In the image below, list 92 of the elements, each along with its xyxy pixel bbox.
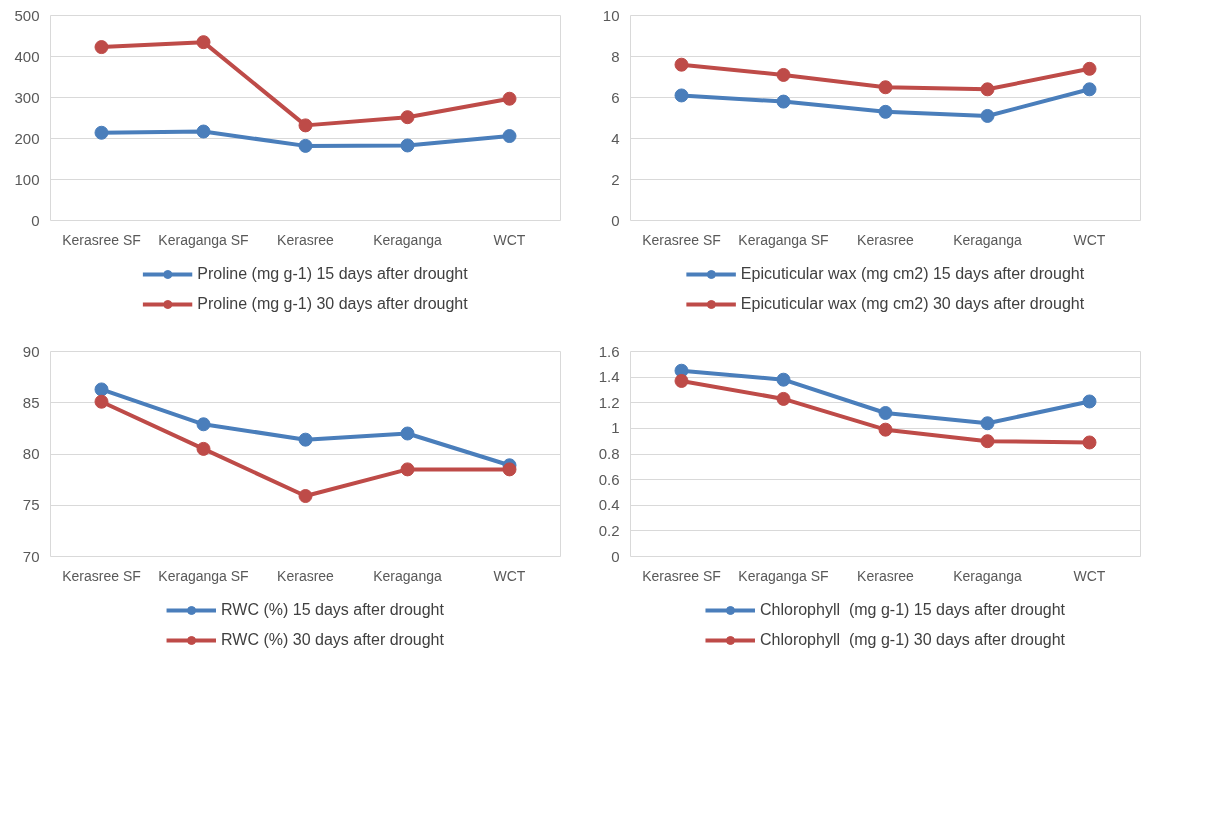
point [980, 416, 995, 431]
point [980, 108, 995, 123]
point [502, 462, 517, 477]
y-tick-label: 300 [14, 88, 40, 106]
y-tick-label: 75 [22, 496, 40, 514]
y-tick-label: 0.4 [598, 496, 620, 514]
y-tick-label: 85 [22, 393, 40, 411]
y-tick-label: 1.6 [598, 342, 620, 360]
point [878, 104, 893, 119]
y-tick-label: 200 [14, 129, 40, 147]
legend-label: RWC (%) 30 days after drought [221, 631, 444, 649]
y-tick-label: 90 [22, 342, 40, 360]
y-tick-label: 1.2 [598, 393, 620, 411]
x-tick-label: Kerasree SF [62, 231, 141, 248]
point [776, 94, 791, 109]
x-tick-label: WCT [1073, 567, 1106, 584]
y-tick-label: 0.6 [598, 470, 620, 488]
y-tick-label: 0 [611, 211, 620, 229]
point [94, 394, 109, 409]
point [980, 434, 995, 449]
point [196, 124, 211, 139]
point [502, 91, 517, 106]
y-tick-label: 0 [611, 547, 620, 565]
point [196, 417, 211, 432]
point [94, 125, 109, 140]
point [400, 462, 415, 477]
y-tick-label: 1.4 [598, 368, 620, 386]
point [674, 373, 689, 388]
y-tick-label: 70 [22, 547, 40, 565]
x-tick-label: Kerasree SF [642, 567, 721, 584]
y-tick-label: 400 [14, 47, 40, 65]
x-tick-label: Keraganga SF [158, 567, 249, 584]
point [298, 118, 313, 133]
y-tick-label: 4 [611, 129, 620, 147]
x-tick-label: Keraganga SF [158, 231, 249, 248]
x-tick-label: WCT [1073, 231, 1106, 248]
x-tick-label: Kerasree [277, 231, 335, 248]
y-tick-label: 500 [14, 6, 40, 24]
point [878, 80, 893, 95]
point [298, 489, 313, 504]
point [1082, 61, 1097, 76]
legend-label: Epicuticular wax (mg cm2) 30 days after drought [740, 295, 1085, 313]
x-tick-label: WCT [493, 231, 526, 248]
x-tick-label: Keraganga SF [738, 231, 829, 248]
y-tick-label: 100 [14, 170, 40, 188]
point [502, 129, 517, 144]
point [980, 82, 995, 97]
point [776, 391, 791, 406]
point [196, 35, 211, 50]
x-tick-label: Kerasree SF [62, 567, 141, 584]
legend-label: RWC (%) 15 days after drought [221, 601, 444, 619]
point [776, 372, 791, 387]
y-tick-label: 8 [611, 47, 620, 65]
point [776, 67, 791, 82]
y-tick-label: 6 [611, 88, 620, 106]
y-tick-label: 10 [602, 6, 620, 24]
x-tick-label: WCT [493, 567, 526, 584]
x-tick-label: Kerasree SF [642, 231, 721, 248]
point [878, 422, 893, 437]
x-tick-label: Keraganga [373, 567, 442, 584]
y-tick-label: 1 [611, 419, 620, 437]
y-tick-label: 80 [22, 445, 40, 462]
x-tick-label: Keraganga SF [738, 567, 829, 584]
point [196, 441, 211, 456]
point [94, 382, 109, 397]
legend-label: Chlorophyll (mg g-1) 15 days after drought [759, 601, 1066, 619]
x-tick-label: Keraganga [953, 231, 1022, 248]
point [878, 406, 893, 420]
legend-label: Proline (mg g-1) 15 days after drought [197, 265, 468, 283]
point [1082, 82, 1097, 97]
point [1082, 394, 1097, 409]
x-tick-label: Keraganga [373, 231, 442, 248]
x-tick-label: Keraganga [953, 567, 1022, 584]
x-tick-label: Kerasree [857, 567, 915, 584]
point [674, 57, 689, 72]
legend-label: Epicuticular wax (mg cm2) 15 days after drought [740, 265, 1085, 283]
point [400, 110, 415, 125]
point [298, 432, 313, 447]
y-tick-label: 2 [611, 170, 620, 188]
point [674, 88, 689, 103]
point [298, 138, 313, 153]
point [400, 138, 415, 153]
y-tick-label: 0.2 [598, 521, 620, 539]
legend-label: Proline (mg g-1) 30 days after drought [197, 295, 468, 313]
point [94, 40, 109, 55]
y-tick-label: 0 [31, 211, 40, 229]
x-tick-label: Kerasree [277, 567, 335, 584]
y-tick-label: 0.8 [598, 445, 620, 462]
point [1082, 435, 1097, 450]
x-tick-label: Kerasree [857, 231, 915, 248]
legend-label: Chlorophyll (mg g-1) 30 days after drought [759, 631, 1066, 649]
point [400, 426, 415, 441]
